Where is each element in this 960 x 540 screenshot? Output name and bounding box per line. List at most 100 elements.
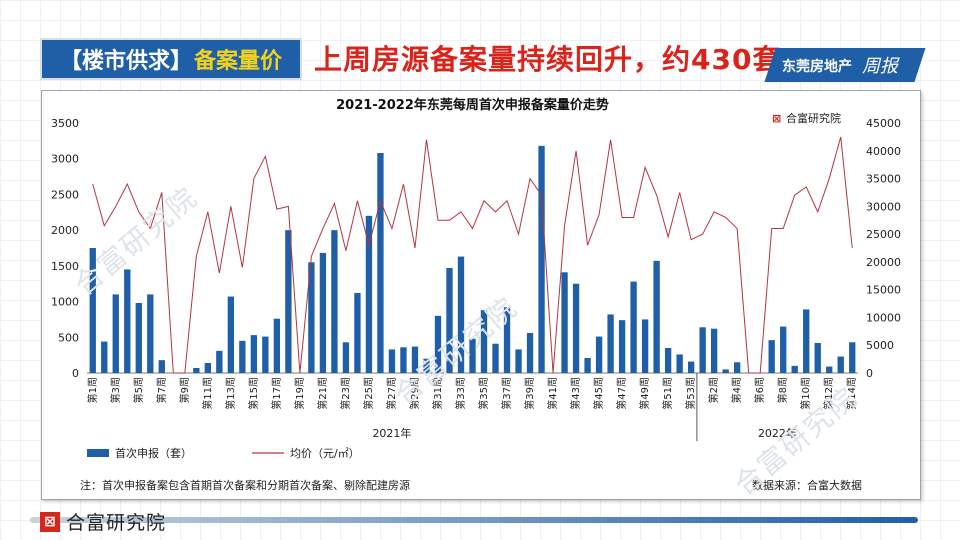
right-axis-tick-label: 45000 [866,117,901,130]
report-banner-script: 周报 [862,56,898,77]
left-axis-tick-label: 0 [72,367,79,380]
bar [653,260,660,373]
bar [400,347,407,373]
bar [607,314,614,373]
bar [699,327,706,373]
x-tick-label: 第41周 [546,377,559,410]
bar [308,262,315,373]
logo-icon: ⊠ [40,511,60,532]
bar [89,248,96,373]
bar [135,303,142,373]
x-tick-label: 第2周 [707,377,720,403]
bar [734,362,741,373]
bar [227,296,235,373]
bar [331,230,338,373]
right-axis-tick-label: 10000 [866,311,901,324]
bar [780,326,787,373]
x-tick-label: 第37周 [500,377,513,410]
bar [676,354,683,373]
bar [469,338,476,373]
bar [595,336,603,373]
footer-logo: ⊠ 合富研究院 [40,508,166,535]
right-axis-tick-label: 0 [866,367,873,380]
bar [710,328,718,373]
x-tick-label: 第14周 [845,377,858,410]
legend-swatch-bars [87,449,109,457]
x-tick-label: 第29周 [408,377,421,410]
bar [572,283,580,373]
chart-note: 注：首次申报备案包含首期首次备案和分期首次备案、剔除配建房源 [80,478,410,492]
bar [434,315,442,373]
x-tick-label: 第53周 [684,377,697,410]
bar [319,253,327,373]
bar [457,256,465,373]
bar [664,348,672,373]
x-tick-label: 第43周 [569,377,582,410]
bar [285,230,292,373]
x-tick-label: 第47周 [615,377,628,410]
x-tick-label: 第31周 [431,377,444,410]
right-axis-tick-label: 30000 [866,200,901,213]
chart-title: 2021-2022年东莞每周首次申报备案量价走势 [336,97,609,113]
footer-line [30,517,918,523]
x-tick-label: 第45周 [592,377,605,410]
left-axis-tick-label: 3000 [51,153,79,166]
x-tick-label: 第12周 [822,377,835,410]
bar [561,272,568,373]
x-tick-label: 第33周 [454,377,467,410]
price-line [92,136,853,374]
bar [768,340,775,373]
bar [503,307,511,373]
left-axis-tick-label: 2000 [51,224,79,237]
bar [262,336,269,373]
x-tick-label: 第7周 [155,377,168,403]
right-axis-tick-label: 25000 [866,228,901,241]
bar [273,318,281,373]
x-tick-label: 第25周 [362,377,375,410]
right-axis-tick-label: 5000 [866,339,894,352]
x-tick-label: 第21周 [316,377,329,410]
bar [193,368,200,373]
year-label: 2022年 [758,426,797,440]
bar [538,145,545,373]
bar [849,342,856,373]
chart-source: 数据来源：合富大数据 [752,478,862,492]
x-tick-label: 第27周 [385,377,398,410]
left-axis-tick-label: 500 [58,331,79,344]
x-tick-label: 第39周 [523,377,536,410]
section-tag: 【楼市供求】 备案量价 [40,38,302,80]
right-axis-tick-label: 20000 [866,256,901,269]
bar [791,365,798,373]
bar [388,349,396,373]
x-tick-label: 第5周 [132,377,145,403]
x-tick-label: 第19周 [293,377,306,410]
right-axis-tick-label: 35000 [866,173,901,186]
x-tick-label: 第8周 [776,377,789,403]
year-label: 2021年 [372,426,411,440]
bar [250,335,258,373]
bar [112,294,119,373]
x-tick-label: 第23周 [339,377,352,410]
bar [354,293,361,373]
x-tick-label: 第6周 [753,377,766,403]
bar [515,349,522,373]
bar [826,366,833,373]
left-axis-tick-label: 1000 [51,296,79,309]
left-axis-tick-label: 2500 [51,188,79,201]
header: 【楼市供求】 备案量价 上周房源备案量持续回升，约430套 东莞房地产 周报 [0,0,960,90]
legend-label-bars: 首次申报（套） [115,446,192,460]
chart-card: 2021-2022年东莞每周首次申报备案量价走势 ⊠ 合富研究院 0 500 1000 15… [41,90,921,500]
bar [147,294,154,373]
bar [216,350,223,373]
section-tag-left: 【楼市供求】 [59,49,192,74]
x-tick-label: 第11周 [201,377,214,410]
x-tick-label: 第10周 [799,377,812,410]
bar [101,341,108,373]
bar [158,360,165,373]
x-tick-label: 第51周 [661,377,674,410]
brand-mark: ⊠ [772,112,781,125]
legend-label-line: 均价（元/㎡） [290,447,360,460]
x-tick-label: 第3周 [109,377,122,403]
bar [365,215,373,373]
x-tick-label: 第17周 [270,377,283,410]
